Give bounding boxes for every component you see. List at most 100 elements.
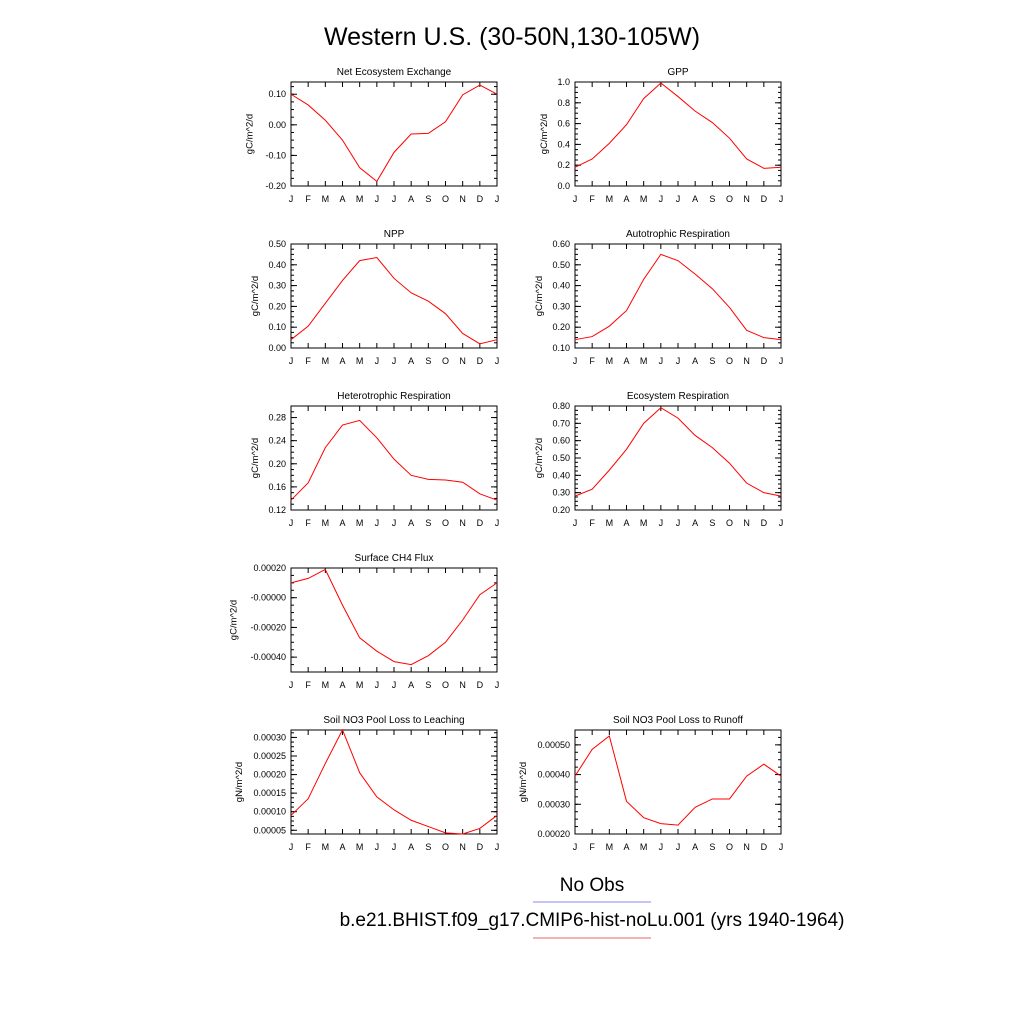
plot-frame [290, 567, 498, 673]
x-tick-label: J [659, 842, 664, 852]
y-tick-label: 0.00010 [253, 807, 286, 817]
panel-title: Soil NO3 Pool Loss to Runoff [613, 715, 743, 726]
y-tick-label: 0.40 [552, 470, 570, 480]
plot-frame [574, 729, 782, 835]
x-tick-label: J [573, 842, 578, 852]
x-tick-label: J [392, 194, 397, 204]
x-tick-label: J [392, 518, 397, 528]
plot-frame [290, 81, 498, 187]
x-tick-label: M [606, 842, 614, 852]
x-tick-label: M [640, 842, 648, 852]
x-tick-label: J [289, 518, 294, 528]
plot-frame [290, 405, 498, 511]
plot-frame [574, 405, 782, 511]
x-tick-label: N [743, 518, 750, 528]
y-tick-label: 0.20 [552, 322, 570, 332]
y-axis-label: gC/m^2/d [245, 114, 256, 154]
y-axis-label: gN/m^2/d [234, 762, 245, 802]
y-tick-label: 0.00025 [253, 751, 286, 761]
x-tick-label: S [425, 356, 431, 366]
x-tick-label: S [709, 842, 715, 852]
x-tick-label: O [726, 518, 733, 528]
x-tick-label: N [459, 842, 466, 852]
y-tick-label: -0.10 [265, 150, 286, 160]
y-tick-label: 0.20 [552, 505, 570, 515]
x-tick-label: N [459, 194, 466, 204]
y-tick-label: -0.20 [265, 181, 286, 191]
y-tick-label: 0.80 [552, 401, 570, 411]
x-tick-label: M [640, 194, 648, 204]
y-tick-label: 0.4 [557, 139, 570, 149]
plot-frame [574, 243, 782, 349]
y-tick-label: 0.00020 [253, 770, 286, 780]
x-tick-label: M [356, 518, 364, 528]
y-axis-label: gN/m^2/d [518, 762, 529, 802]
x-tick-label: A [623, 356, 629, 366]
x-tick-label: J [289, 356, 294, 366]
y-tick-label: 0.00 [268, 343, 286, 353]
y-tick-label: 0.20 [268, 459, 286, 469]
x-tick-label: M [606, 518, 614, 528]
x-tick-label: D [477, 194, 484, 204]
x-tick-label: N [459, 518, 466, 528]
plot-frame [290, 243, 498, 349]
x-tick-label: N [743, 194, 750, 204]
y-tick-label: 0.00020 [537, 829, 570, 839]
x-tick-label: N [459, 680, 466, 690]
x-tick-label: J [659, 356, 664, 366]
y-axis-label: gC/m^2/d [250, 438, 261, 478]
x-tick-label: J [676, 842, 681, 852]
series-line [290, 568, 498, 666]
x-tick-label: F [305, 680, 311, 690]
x-tick-label: M [322, 842, 330, 852]
legend-label-model: b.e21.BHIST.f09_g17.CMIP6-hist-noLu.001 … [340, 910, 845, 931]
y-axis-label: gC/m^2/d [250, 276, 261, 316]
x-tick-label: A [692, 842, 698, 852]
x-tick-label: M [356, 194, 364, 204]
x-tick-label: F [305, 518, 311, 528]
x-tick-label: J [676, 518, 681, 528]
series-line [574, 735, 782, 826]
x-tick-label: A [408, 680, 414, 690]
plot-frame [574, 81, 782, 187]
y-axis-label: gC/m^2/d [534, 276, 545, 316]
x-tick-label: M [356, 680, 364, 690]
x-tick-label: A [623, 518, 629, 528]
panel-title: Heterotrophic Respiration [337, 391, 450, 402]
panel-title: NPP [384, 229, 405, 240]
x-tick-label: A [623, 194, 629, 204]
series-line [290, 256, 498, 345]
y-tick-label: 0.40 [268, 260, 286, 270]
legend: No Obs b.e21.BHIST.f09_g17.CMIP6-hist-no… [340, 875, 845, 939]
x-tick-label: J [573, 518, 578, 528]
y-tick-label: 0.00 [268, 120, 286, 130]
y-tick-label: 0.20 [268, 301, 286, 311]
x-tick-label: J [779, 194, 784, 204]
y-tick-label: 0.00030 [253, 732, 286, 742]
x-tick-label: J [573, 194, 578, 204]
y-tick-label: 0.2 [557, 160, 570, 170]
y-tick-label: 0.10 [552, 343, 570, 353]
x-tick-label: F [589, 518, 595, 528]
x-tick-label: S [709, 194, 715, 204]
y-tick-label: 0.50 [268, 239, 286, 249]
x-tick-label: J [659, 194, 664, 204]
x-tick-label: J [375, 194, 380, 204]
x-tick-label: S [425, 518, 431, 528]
y-tick-label: 0.10 [268, 322, 286, 332]
x-tick-label: M [356, 842, 364, 852]
x-tick-label: A [692, 194, 698, 204]
x-tick-label: S [425, 842, 431, 852]
x-tick-label: M [356, 356, 364, 366]
x-tick-label: O [442, 194, 449, 204]
x-tick-label: A [408, 356, 414, 366]
x-tick-label: S [709, 518, 715, 528]
panel-title: Ecosystem Respiration [627, 391, 729, 402]
x-tick-label: F [589, 842, 595, 852]
series-line [290, 728, 498, 835]
x-tick-label: O [442, 356, 449, 366]
